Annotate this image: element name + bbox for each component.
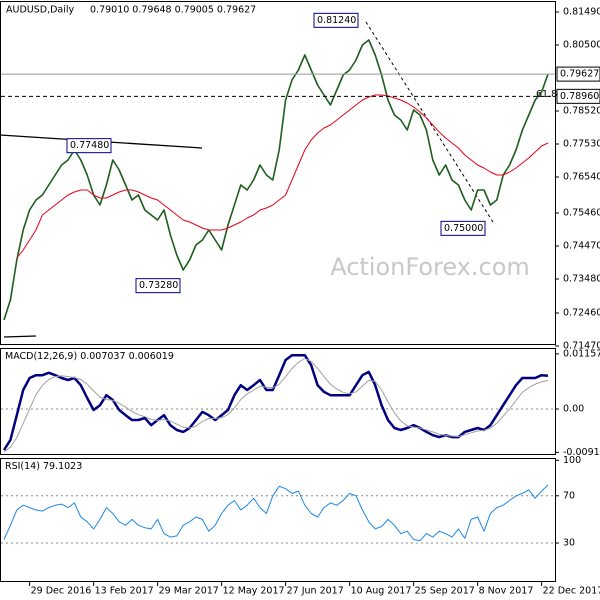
y-tick-label: 30 [563, 538, 575, 549]
x-tick-label: 25 Sep 2017 [415, 586, 475, 597]
panel-title-text: RSI(14) [5, 461, 40, 472]
panel-frame [0, 1, 556, 345]
price-box [556, 66, 600, 82]
y-tick-label: 0.71470 [563, 341, 600, 352]
x-tick-label: 27 Jun 2017 [287, 586, 344, 597]
series-line [3, 39, 549, 321]
fib-text: 61.8 [536, 89, 557, 100]
y-tick-label: 0.72460 [563, 308, 600, 319]
annotation-box [313, 12, 359, 28]
chart-title: AUDUSD,Daily [6, 5, 75, 16]
y-tick-label: 0.00 [563, 404, 584, 415]
y-tick-label: 0.81490 [563, 7, 600, 18]
panel-frame [0, 348, 556, 455]
annotation: 0.81240 [313, 12, 359, 28]
x-tick-label: 12 May 2017 [223, 586, 285, 597]
annotation-label: 0.75000 [444, 223, 483, 234]
panel-frame [0, 458, 556, 582]
panel-title-text: MACD(12,26,9) [5, 351, 77, 362]
panel-title: RSI(14) 79.1023 [5, 461, 82, 472]
x-tick-label: 8 Nov 2017 [479, 586, 534, 597]
y-tick-label: 0.78520 [563, 106, 600, 117]
series-line [16, 94, 549, 259]
last-price-label: 0.79627 [560, 69, 599, 80]
y-tick-label: 100 [563, 455, 581, 466]
y-tick-label: 0.74470 [563, 241, 600, 252]
panel-title: MACD(12,26,9) 0.007037 0.006019 [5, 351, 174, 362]
x-tick-label: 22 Dec 2017 [543, 586, 600, 597]
x-tick-label: 29 Mar 2017 [159, 586, 219, 597]
price-box [556, 88, 600, 104]
annotation-box [66, 138, 112, 154]
annotation-label: 0.73280 [139, 280, 178, 291]
y-tick-label: 70 [563, 490, 575, 501]
fib-level-label: 0.78960 [560, 91, 599, 102]
x-tick-label: 10 Aug 2017 [351, 586, 412, 597]
annotation-box [440, 220, 486, 236]
series-line [2, 353, 549, 451]
x-tick-label: 13 Feb 2017 [95, 586, 154, 597]
annotation-label: 0.81240 [317, 15, 356, 26]
ohlc-text: 0.79010 0.79648 0.79005 0.79627 [90, 5, 256, 16]
panel-value: 0.007037 [80, 351, 125, 362]
series-line [3, 358, 549, 453]
annotation: 0.73280 [135, 278, 181, 294]
annotation-label: 0.77480 [70, 140, 109, 151]
watermark: ActionForex.com [330, 253, 530, 281]
y-tick-label: 0.75460 [563, 208, 600, 219]
trendline [3, 335, 37, 338]
y-tick-label: 0.77530 [563, 139, 600, 150]
panel-value: 79.1023 [43, 461, 82, 472]
panel-value: 0.006019 [129, 351, 174, 362]
annotation: 0.75000 [440, 220, 486, 236]
y-tick-label: 0.80500 [563, 40, 600, 51]
annotation: 0.77480 [66, 138, 112, 154]
y-tick-label: 0.011575 [563, 348, 600, 359]
series-line [3, 484, 549, 542]
x-tick-label: 29 Dec 2016 [31, 586, 92, 597]
y-tick-label: 0.76540 [563, 172, 600, 183]
y-tick-label: -0.009102 [563, 447, 600, 458]
y-tick-label: 0.73480 [563, 274, 600, 285]
annotation-box [135, 278, 181, 294]
